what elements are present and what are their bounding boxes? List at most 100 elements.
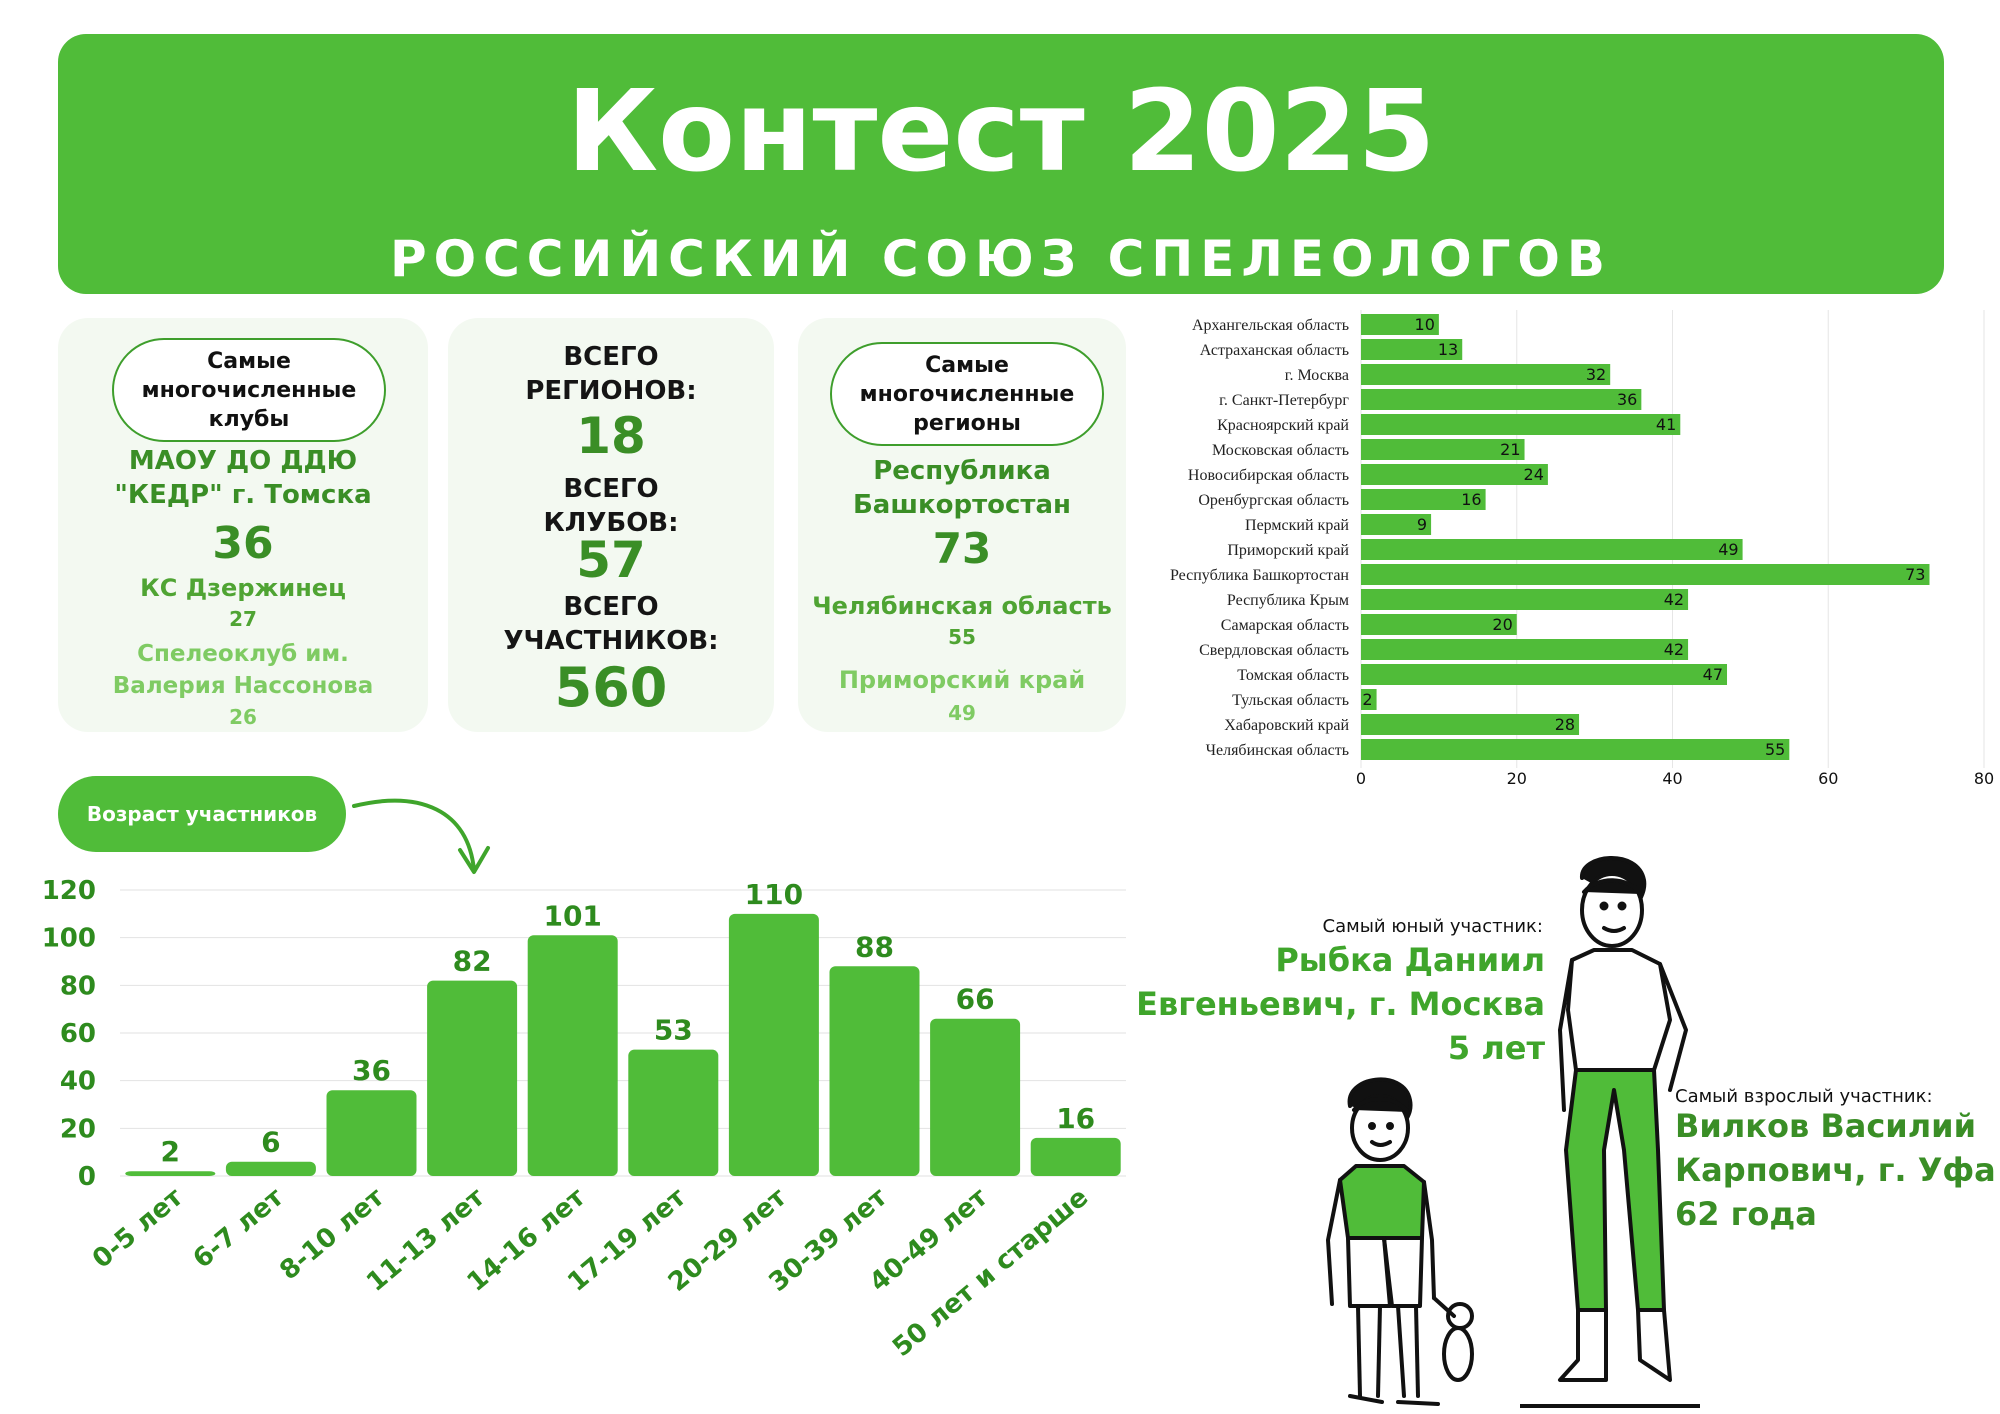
age-value-label: 36 [352, 1054, 391, 1087]
oldest-age: 62 года [1675, 1195, 1817, 1233]
clubs-label-line1: ВСЕГО [563, 474, 659, 504]
region-bar [1361, 589, 1689, 610]
top-regions-card: Самые многочисленные регионы Республика … [798, 318, 1126, 732]
club-2-count: 27 [229, 607, 257, 631]
top-clubs-header: Самые многочисленные клубы [112, 338, 386, 442]
region-x-tick-label: 0 [1356, 769, 1366, 788]
region-value-label: 73 [1905, 565, 1925, 584]
age-bar [728, 913, 819, 1176]
region-x-tick-label: 60 [1818, 769, 1838, 788]
region-category-label: Челябинская область [1206, 742, 1349, 759]
region-bar [1361, 514, 1432, 535]
age-y-tick-label: 0 [78, 1162, 96, 1192]
region-2-name: Челябинская область [812, 592, 1112, 620]
age-bar [628, 1049, 719, 1176]
top-regions-header-line2: многочисленные [859, 381, 1075, 407]
regions-total-value: 18 [576, 407, 646, 465]
region-category-label: Свердловская область [1199, 642, 1349, 659]
youngest-name-line2: Евгеньевич, г. Москва [1136, 985, 1545, 1023]
age-value-label: 2 [161, 1135, 180, 1168]
totals-card: ВСЕГО РЕГИОНОВ: 18 ВСЕГО КЛУБОВ: 57 ВСЕГ… [448, 318, 774, 732]
age-y-tick-label: 60 [60, 1019, 96, 1049]
youngest-name-line1: Рыбка Даниил [1275, 941, 1545, 979]
region-value-label: 55 [1765, 740, 1785, 759]
region-bar [1361, 714, 1580, 735]
region-value-label: 42 [1664, 590, 1684, 609]
region-value-label: 32 [1586, 365, 1606, 384]
region-bar [1361, 389, 1642, 410]
region-bar [1361, 639, 1689, 660]
region-3-name: Приморский край [838, 666, 1086, 694]
region-category-label: Оренбургская область [1198, 492, 1349, 509]
regions-label-line1: ВСЕГО [563, 342, 659, 372]
club-2-name: КС Дзержинец [140, 574, 346, 602]
age-value-label: 6 [261, 1126, 280, 1159]
oldest-name-line2: Карпович, г. Уфа [1675, 1151, 1996, 1189]
club-3-name-line1: Спелеоклуб им. [137, 641, 349, 667]
age-bar [225, 1161, 316, 1176]
age-y-tick-label: 80 [60, 971, 96, 1001]
boy-with-teddy-icon [1326, 1077, 1474, 1406]
age-section-label: Возраст участников [58, 776, 346, 852]
region-value-label: 20 [1492, 615, 1512, 634]
region-2-count: 55 [948, 625, 976, 649]
region-bar [1361, 564, 1930, 585]
top-regions-header-line1: Самые [925, 352, 1009, 378]
top-clubs-header-line2: многочисленные [141, 377, 357, 403]
region-1-name-line2: Башкортостан [852, 490, 1072, 520]
region-category-label: Пермский край [1245, 517, 1349, 534]
region-category-label: г. Москва [1285, 367, 1349, 384]
region-bar [1361, 414, 1681, 435]
adult-man-icon [1520, 856, 1700, 1408]
age-y-tick-label: 120 [42, 876, 96, 906]
region-value-label: 42 [1664, 640, 1684, 659]
region-1-count: 73 [932, 524, 992, 573]
age-value-label: 88 [855, 930, 894, 963]
age-value-label: 82 [453, 945, 492, 978]
region-value-label: 10 [1415, 315, 1435, 334]
age-bar [527, 935, 618, 1176]
top-clubs-card: Самые многочисленные клубы МАОУ ДО ДДЮ "… [58, 318, 428, 732]
age-y-tick-label: 40 [60, 1067, 96, 1097]
oldest-caption: Самый взрослый участник: [1675, 1086, 1933, 1107]
region-value-label: 13 [1438, 340, 1458, 359]
top-clubs-header-line1: Самые [207, 348, 291, 374]
region-category-label: г. Санкт-Петербург [1219, 392, 1349, 409]
club-1-name-line1: МАОУ ДО ДДЮ [128, 446, 358, 476]
youngest-caption: Самый юный участник: [1322, 916, 1543, 937]
participants-total-value: 560 [554, 656, 668, 719]
region-value-label: 41 [1656, 415, 1676, 434]
region-category-label: Московская область [1212, 442, 1349, 459]
region-bar [1361, 314, 1439, 335]
region-value-label: 16 [1461, 490, 1481, 509]
region-value-label: 2 [1362, 690, 1372, 709]
age-y-tick-label: 20 [60, 1114, 96, 1144]
age-category-label: 6-7 лет [188, 1182, 290, 1274]
region-bar [1361, 614, 1517, 635]
region-value-label: 49 [1718, 540, 1738, 559]
region-category-label: Республика Башкортостан [1170, 567, 1349, 584]
participants-label-line2: УЧАСТНИКОВ: [503, 626, 719, 656]
youngest-age: 5 лет [1447, 1029, 1545, 1067]
curved-arrow-icon [352, 798, 490, 874]
age-value-label: 66 [956, 983, 995, 1016]
age-bar [829, 966, 920, 1176]
age-bar [930, 1018, 1021, 1176]
clubs-label-line2: КЛУБОВ: [543, 508, 679, 538]
region-category-label: Самарская область [1221, 617, 1349, 634]
club-3-count: 26 [229, 705, 257, 729]
region-value-label: 36 [1617, 390, 1637, 409]
region-bar [1361, 439, 1525, 460]
region-value-label: 47 [1703, 665, 1723, 684]
age-category-label: 50 лет и старше [887, 1182, 1094, 1363]
age-category-label: 0-5 лет [87, 1182, 189, 1274]
top-regions-header-line3: регионы [913, 410, 1021, 436]
age-bar [326, 1090, 417, 1176]
region-bar [1361, 739, 1790, 760]
region-category-label: Тульская область [1232, 692, 1349, 709]
clubs-total-value: 57 [576, 531, 646, 589]
top-regions-header: Самые многочисленные регионы [830, 342, 1104, 446]
region-category-label: Хабаровский край [1224, 717, 1349, 734]
region-bar [1361, 489, 1486, 510]
